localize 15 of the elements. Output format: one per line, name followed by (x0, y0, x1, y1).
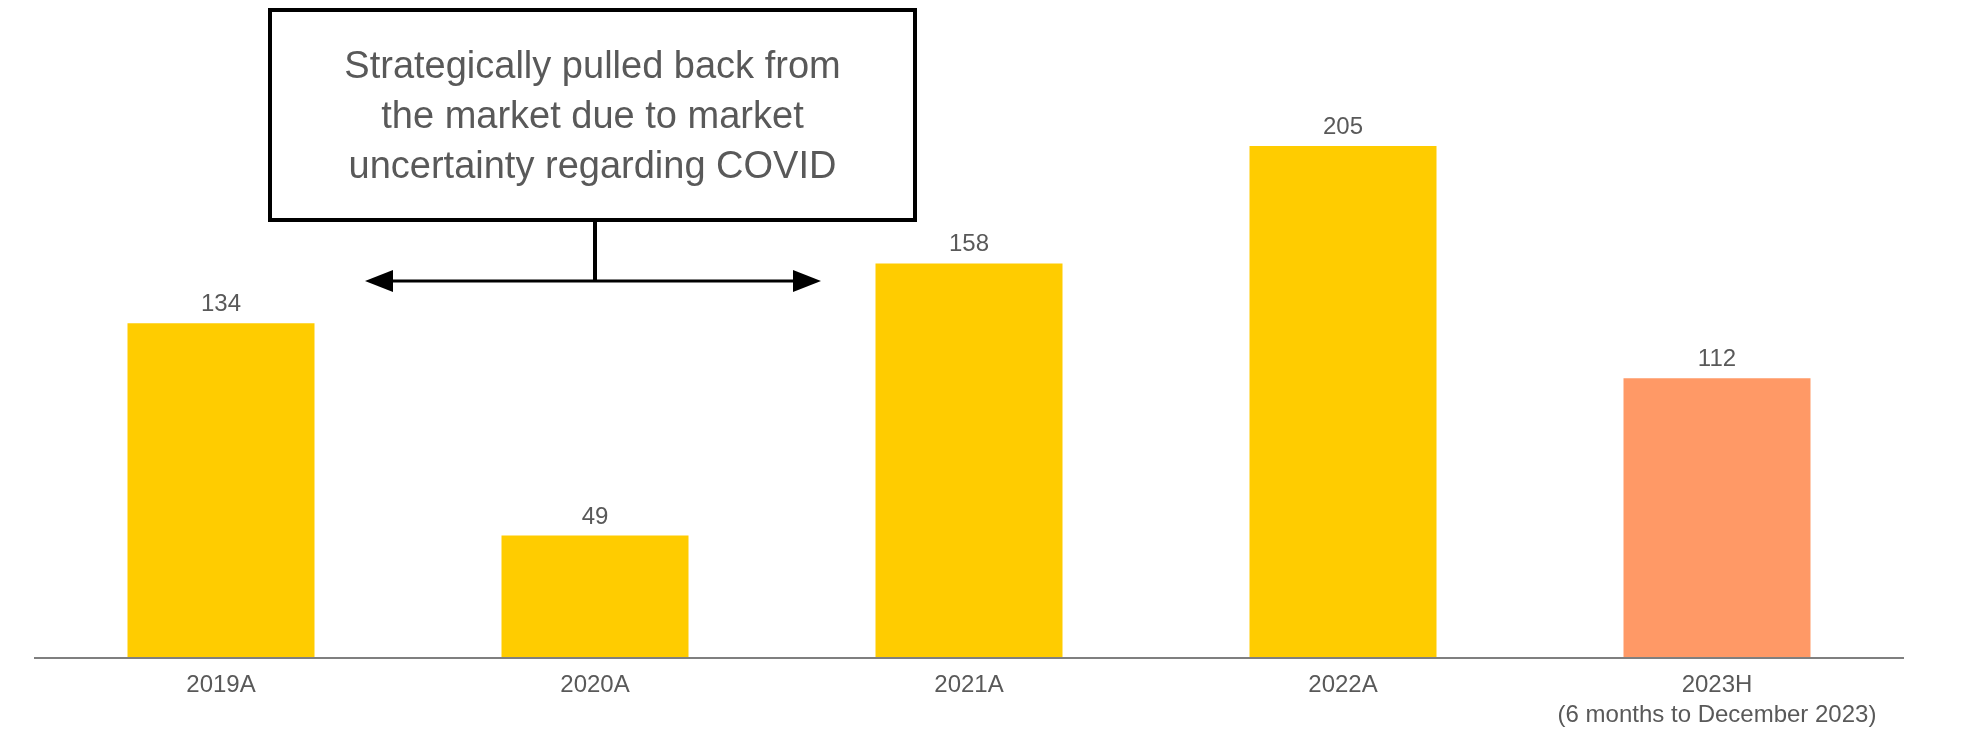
bar (127, 323, 315, 658)
bar (1249, 146, 1437, 658)
data-label: 134 (200, 289, 242, 317)
data-label: 205 (1322, 112, 1364, 139)
data-label: 158 (948, 229, 990, 257)
bar (875, 263, 1063, 658)
x-tick-label: 2021A (934, 670, 1004, 697)
bar (1623, 378, 1811, 658)
data-label: 49 (581, 501, 609, 529)
x-tick-label: 2020A (560, 670, 630, 697)
x-tick-label: 2023H (6 months to December 2023) (1557, 670, 1877, 727)
x-tick-label: 2022A (1308, 670, 1378, 697)
x-tick-label: 2019A (186, 670, 256, 697)
bar (501, 535, 689, 658)
data-label: 112 (1697, 344, 1737, 372)
